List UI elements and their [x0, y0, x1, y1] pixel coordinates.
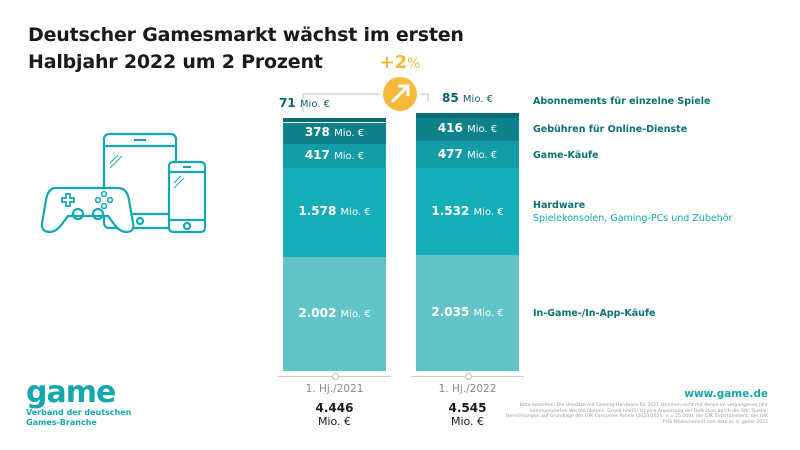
legend-item-online: Gebühren für Online-Dienste — [533, 123, 687, 136]
game-logo: game Verband der deutschen Games-Branche — [26, 375, 132, 428]
category-label: 1. Hj./2022 — [438, 383, 497, 395]
bar-segment-abo — [283, 118, 386, 123]
x-axis-tick — [331, 373, 339, 380]
bar-segment-kaeufe — [416, 141, 519, 169]
legend-item-kaeufe: Game-Käufe — [533, 149, 599, 162]
devices-illustration — [40, 132, 207, 234]
value-label-hardware: 1.532 Mio. € — [431, 203, 504, 218]
growth-label: +2% — [379, 52, 421, 73]
growth-connector — [302, 77, 429, 112]
bar-segment-hardware — [283, 167, 386, 258]
legend-label: In-Game-/In-App-Käufe — [533, 308, 656, 320]
legend-sublabel: Spielekonsolen, Gaming-PCs und Zubehör — [533, 212, 733, 224]
legend-item-ingame: In-Game-/In-App-Käufe — [533, 307, 655, 320]
legend-label: Abonnements für einzelne Spiele — [533, 95, 711, 107]
value-label-ingame: 2.035 Mio. € — [431, 305, 504, 320]
value-label-abo: 85 Mio. € — [442, 90, 493, 105]
phone-icon — [167, 160, 207, 234]
legend-label: Gebühren für Online-Dienste — [533, 124, 688, 136]
bar-segment-hardware — [416, 168, 519, 256]
category-label: 1. Hj./2021 — [305, 383, 364, 395]
bar-segment-online — [416, 117, 519, 142]
legend-item-abo: Abonnements für einzelne Spiele — [533, 95, 710, 108]
value-label-kaeufe: 477 Mio. € — [437, 146, 498, 161]
legend-label: Hardware — [533, 199, 586, 211]
bar-segment-kaeufe — [283, 143, 386, 168]
source-note: Bitte beachten: Die Umsätze mit Gaming-H… — [506, 403, 768, 426]
website-link[interactable]: www.game.de — [684, 388, 768, 400]
total-label: 4.446 Mio. € — [315, 401, 354, 429]
value-label-online: 378 Mio. € — [304, 125, 365, 140]
bar-segment-online — [283, 122, 386, 144]
value-label-ingame: 2.002 Mio. € — [298, 306, 371, 321]
page-title: Deutscher Gamesmarkt wächst im ersten Ha… — [28, 24, 464, 73]
legend-label: Game-Käufe — [533, 149, 599, 161]
gamepad-icon — [40, 186, 135, 234]
value-label-online: 416 Mio. € — [437, 121, 498, 136]
bar-segment-ingame — [283, 257, 386, 371]
bar-segment-ingame — [416, 255, 519, 371]
bar-segment-abo — [416, 112, 519, 118]
value-label-hardware: 1.578 Mio. € — [298, 204, 371, 219]
legend-item-hardware: Hardware Spielekonsolen, Gaming-PCs und Z… — [533, 199, 732, 225]
x-axis-tick — [464, 373, 472, 380]
value-label-kaeufe: 417 Mio. € — [304, 147, 365, 162]
total-label: 4.545 Mio. € — [448, 401, 487, 429]
value-label-abo: 71 Mio. € — [279, 96, 330, 111]
